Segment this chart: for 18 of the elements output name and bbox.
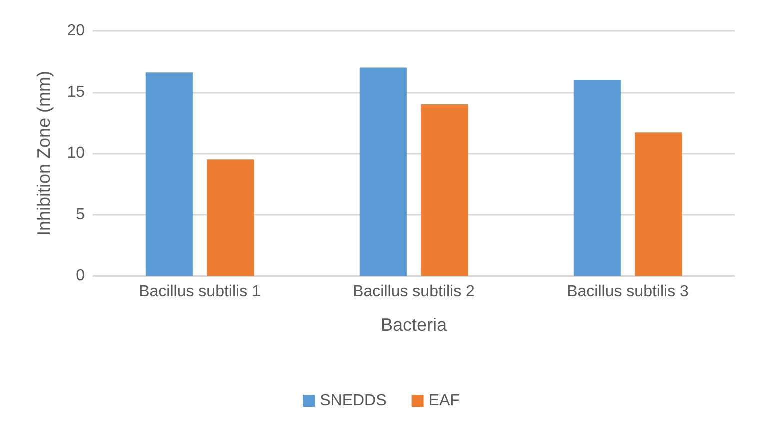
y-axis-title: Inhibition Zone (mm) (34, 70, 54, 236)
y-tick-label: 0 (76, 268, 86, 284)
y-tick-label: 5 (76, 206, 86, 224)
bar (421, 104, 468, 276)
y-tick-label: 15 (67, 84, 86, 101)
y-tick-label: 20 (67, 22, 86, 40)
bar (360, 68, 407, 276)
y-tick-label: 10 (67, 145, 86, 162)
bar (207, 160, 254, 276)
legend-label: EAF (428, 392, 460, 410)
legend-label: SNEDDS (320, 392, 387, 410)
bar (574, 80, 621, 276)
x-tick-label: Bacillus subtilis 1 (139, 284, 262, 300)
bar (635, 132, 682, 276)
x-axis-title: Bacteria (380, 315, 448, 335)
x-tick-label: Bacillus subtilis 3 (567, 284, 690, 300)
x-tick-label: Bacillus subtilis 2 (353, 284, 476, 300)
bar (146, 72, 193, 276)
